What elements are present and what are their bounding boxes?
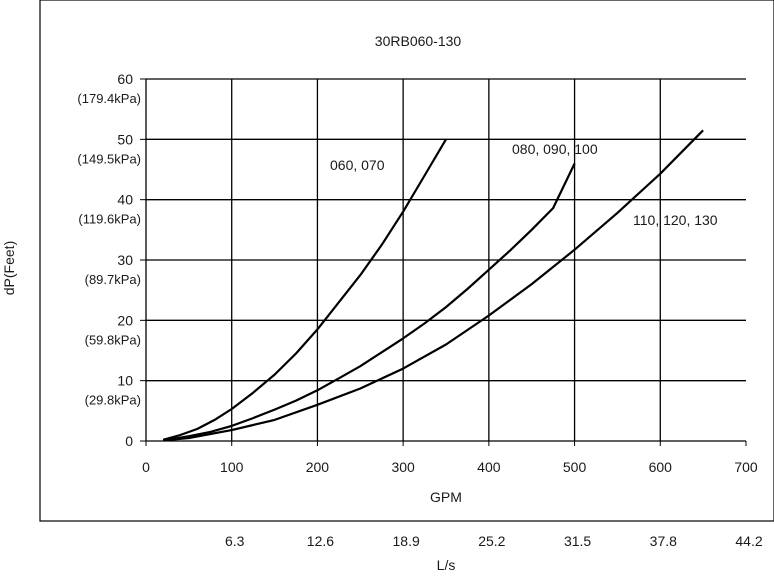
- y-tick-sublabel: (119.6kPa): [78, 212, 141, 227]
- y-tick-label: 10: [117, 373, 133, 389]
- secondary-x-tick-label: 37.8: [650, 533, 677, 549]
- x-tick-label: 400: [477, 459, 501, 475]
- series-label: 060, 070: [330, 157, 385, 173]
- x-axis-label: GPM: [430, 489, 462, 505]
- y-tick-sublabel: (89.7kPa): [85, 272, 141, 287]
- x-tick-label: 700: [734, 459, 758, 475]
- y-tick-sublabel: (29.8kPa): [85, 393, 141, 408]
- y-tick-label: 0: [125, 433, 133, 449]
- y-tick-label: 40: [117, 192, 133, 208]
- series-line: [162, 138, 447, 441]
- series-label: 110, 120, 130: [633, 212, 718, 228]
- axes: [140, 78, 747, 446]
- secondary-x-tick-label: 12.6: [307, 533, 334, 549]
- y-axis-label: dP(Feet): [1, 241, 17, 295]
- y-tick-labels: 0 10 (29.8kPa) 20 (59.8kPa) 30 (89.7kPa) 40 (119…: [77, 71, 141, 449]
- x-tick-label: 300: [391, 459, 415, 475]
- series-labels: 060, 070 080, 090, 100 110, 120, 130: [330, 141, 718, 228]
- secondary-x-tick-label: 6.3: [225, 533, 245, 549]
- secondary-x-tick-label: 18.9: [393, 533, 420, 549]
- y-tick-label: 30: [117, 252, 133, 268]
- series-label: 080, 090, 100: [512, 141, 598, 157]
- secondary-x-tick-label: 31.5: [564, 533, 591, 549]
- x-tick-label: 500: [563, 459, 587, 475]
- series-line: [162, 129, 704, 442]
- x-tick-label: 0: [142, 459, 150, 475]
- secondary-x-axis-label: L/s: [437, 557, 456, 573]
- grid-lines: [146, 78, 746, 441]
- x-tick-label: 200: [306, 459, 330, 475]
- secondary-x-tick-label: 44.2: [735, 533, 762, 549]
- x-tick-label: 100: [220, 459, 244, 475]
- series-line: [162, 163, 576, 442]
- secondary-x-tick-label: 25.2: [478, 533, 505, 549]
- secondary-x-tick-labels: 6.3 12.6 18.9 25.2 31.5 37.8 44.2: [225, 533, 763, 549]
- y-tick-label: 60: [117, 71, 133, 87]
- y-tick-sublabel: (59.8kPa): [85, 332, 141, 347]
- y-tick-label: 20: [117, 312, 133, 328]
- series-lines: [162, 129, 704, 442]
- x-tick-labels: 0 100 200 300 400 500 600 700: [142, 459, 758, 475]
- chart-frame: [39, 0, 774, 522]
- y-tick-label: 50: [117, 131, 133, 147]
- y-tick-sublabel: (179.4kPa): [77, 91, 141, 106]
- x-tick-label: 600: [649, 459, 673, 475]
- y-tick-sublabel: (149.5kPa): [77, 151, 141, 166]
- chart-title: 30RB060-130: [375, 33, 462, 49]
